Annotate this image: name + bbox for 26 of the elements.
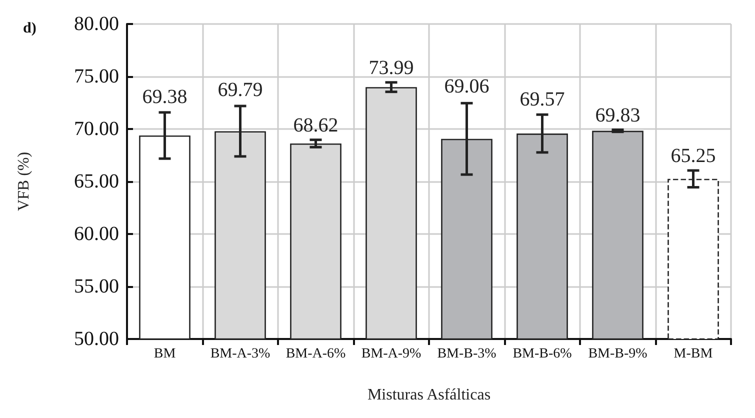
data-label: 73.99: [368, 57, 414, 80]
x-tick-label: BM-B-9%: [588, 346, 648, 362]
x-tick-label: BM-B-3%: [437, 346, 497, 362]
x-tick-label: BM-A-3%: [210, 346, 271, 362]
data-label: 69.83: [595, 104, 640, 127]
x-tick-label: BM: [154, 346, 176, 362]
y-tick-label: 55.00: [74, 276, 119, 298]
data-label: 65.25: [670, 144, 716, 167]
y-tick-label: 65.00: [74, 170, 119, 192]
y-tick-label: 70.00: [74, 118, 119, 140]
data-label: 68.62: [293, 114, 338, 137]
y-tick-label: 50.00: [74, 328, 119, 350]
y-tick-label: 75.00: [74, 66, 119, 88]
y-tick-label: 80.00: [74, 13, 119, 35]
data-label: 69.06: [444, 76, 490, 98]
data-label: 69.38: [142, 86, 188, 108]
x-tick-label: BM-A-9%: [361, 346, 422, 362]
data-label: 69.79: [218, 79, 263, 102]
y-axis-title: VFB (%): [16, 152, 32, 212]
x-tick-label: BM-A-6%: [286, 346, 346, 362]
chart-title: d): [23, 20, 36, 36]
x-tick-label: M-BM: [674, 346, 714, 362]
y-tick-label: 60.00: [74, 223, 119, 245]
data-label: 69.57: [520, 88, 565, 110]
x-axis-title: Misturas Asfálticas: [367, 386, 491, 404]
x-tick-label: BM-B-6%: [512, 346, 572, 362]
